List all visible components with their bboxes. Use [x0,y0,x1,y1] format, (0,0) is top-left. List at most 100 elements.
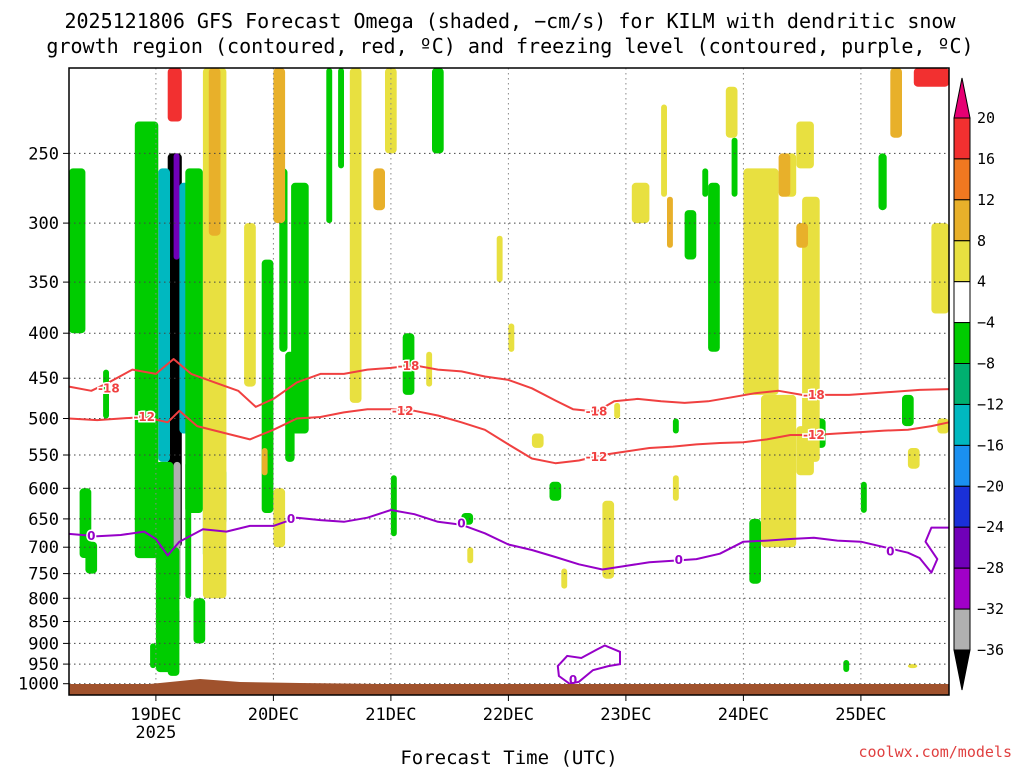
y-tick-label: 550 [28,446,59,466]
omega-shaded-cell [167,547,180,676]
omega-shaded-cell [208,68,221,236]
y-tick-label: 600 [28,479,59,499]
omega-shaded-cell [749,518,761,584]
x-tick-label: 23DEC [600,705,651,725]
omega-shaded-cell [69,168,86,334]
contour-label: -18 [98,381,120,395]
omega-shaded-cell [902,394,914,427]
contour-label: 0 [87,529,95,543]
colorbar-label: 4 [977,273,986,291]
x-tick-sublabel: 2025 [135,723,176,743]
y-tick-label: 950 [28,655,59,675]
omega-shaded-cell [261,448,268,476]
omega-shaded-cell [185,461,192,599]
credit-label: coolwx.com/models [858,743,1012,761]
contour-line-minus18 [68,358,950,413]
omega-shaded-cell [402,333,415,395]
colorbar-label: −4 [977,314,995,332]
omega-shaded-cell [725,86,738,138]
colorbar-label: 16 [977,150,995,168]
omega-shaded-cell [158,168,170,462]
omega-shaded-cell [631,182,650,224]
omega-shaded-cell [349,68,362,403]
omega-shaded-cell [561,568,568,589]
colorbar-label: −20 [977,477,1004,495]
contour-label: -12 [586,450,608,464]
omega-shaded-cell [134,121,159,559]
y-tick-label: 800 [28,589,59,609]
contour-label: 0 [886,545,894,559]
omega-shaded-cell [496,235,503,283]
colorbar-label: 20 [977,109,995,127]
omega-shaded-cell [467,547,474,564]
colorbar-label: −8 [977,355,995,373]
omega-shaded-cell [743,168,779,395]
omega-shaded-cell [602,500,615,579]
chart-title-line-1: 2025121806 GFS Forecast Omega (shaded, −… [64,9,956,33]
y-tick-label: 1000 [18,675,59,695]
colorbar-label: −28 [977,559,1004,577]
omega-shaded-cell [338,68,344,169]
y-tick-label: 450 [28,369,59,389]
colorbar-label: −16 [977,436,1004,454]
x-tick-label: 20DEC [248,705,299,725]
colorbar-label: −32 [977,600,1004,618]
omega-shaded-cell [193,598,206,644]
omega-shaded-cell [796,223,808,248]
omega-shaded-cell [531,433,544,448]
omega-shaded-cell [684,210,697,260]
omega-shaded-cell [708,182,720,352]
omega-shaded-cell [273,68,286,224]
omega-shaded-cell [285,351,295,462]
x-tick-label: 24DEC [718,705,769,725]
colorbar-segment [953,404,971,446]
contour-line-minus12 [68,408,950,465]
omega-shaded-cell [373,168,385,211]
omega-shaded-cell [167,68,182,122]
x-tick-label: 21DEC [365,705,416,725]
y-tick-label: 900 [28,634,59,654]
y-tick-label: 300 [28,214,59,234]
omega-shaded-cell [667,196,673,248]
omega-shaded-cell [173,153,180,260]
colorbar-label: −36 [977,641,1004,659]
contour-label: -18 [586,405,608,419]
omega-shaded-cell [878,153,887,211]
omega-shaded-cell [85,541,98,574]
colorbar-segment [953,608,971,651]
omega-shaded-cell [549,481,562,501]
y-tick-label: 250 [28,144,59,164]
omega-shaded-cell [907,664,918,669]
plot-frame [68,67,950,696]
omega-shaded-cell [860,481,867,513]
omega-shading [69,68,949,676]
contour-label: -18 [398,359,420,373]
contour-label: -12 [803,428,825,442]
omega-shaded-cell [426,351,433,387]
omega-shaded-cell [385,68,397,154]
x-axis-label: Forecast Time (UTC) [400,747,617,768]
x-tick-label: 19DEC [130,705,181,725]
omega-shaded-cell [796,121,814,169]
omega-shaded-cell [778,153,791,197]
contour-label: -12 [392,404,414,418]
colorbar-segment [953,240,971,283]
grid-lines [69,68,949,695]
contour-label: -12 [133,410,155,424]
colorbar-label: −12 [977,396,1004,414]
omega-shaded-cell [390,475,397,537]
colorbar-top-arrow [953,77,971,119]
y-tick-label: 850 [28,613,59,633]
colorbar-label: 12 [977,191,995,209]
colorbar-segment [953,158,971,201]
omega-shaded-cell [937,418,949,434]
omega-shaded-cell [273,488,286,548]
y-tick-label: 650 [28,510,59,530]
omega-shaded-cell [796,426,814,476]
colorbar-segment [953,444,971,487]
omega-shaded-cell [185,168,203,513]
y-tick-label: 400 [28,324,59,344]
contour-label: -18 [803,388,825,402]
